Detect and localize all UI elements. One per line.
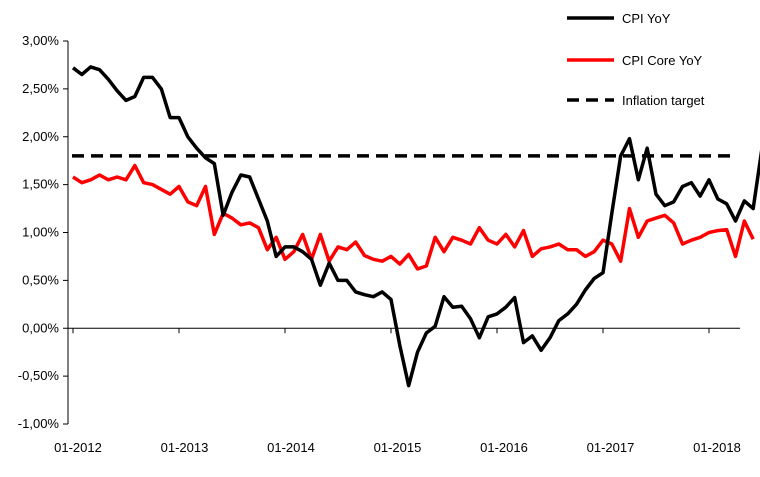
legend: CPI YoY CPI Core YoY Inflation target [567,11,705,108]
y-tick-label: 1,50% [22,177,59,192]
x-axis: 01-2012 01-2013 01-2014 01-2015 01-2016 01-20… [54,327,741,455]
y-tick-label: 2,00% [22,129,59,144]
y-tick-label: -0,50% [18,368,60,383]
x-tick-label: 01-2015 [374,440,422,455]
x-tick-label: 01-2016 [480,440,528,455]
series-layer [71,65,760,388]
x-tick-label: 01-2013 [161,440,209,455]
legend-label: CPI Core YoY [622,53,703,68]
series-line-cpi-yoy [71,65,760,388]
legend-label: CPI YoY [622,11,671,26]
legend-label: Inflation target [622,93,705,108]
y-tick-label: 3,00% [22,33,59,48]
x-tick-label: 01-2017 [587,440,635,455]
y-tick-label: 0,00% [22,320,59,335]
x-tick-label: 01-2012 [54,440,102,455]
y-tick-label: 2,50% [22,81,59,96]
series-line-cpi-core-yoy [72,163,755,271]
x-tick-label: 01-2018 [693,440,741,455]
y-tick-label: 0,50% [22,272,59,287]
x-tick-label: 01-2014 [267,440,315,455]
y-tick-label: 1,00% [22,225,59,240]
y-tick-label: -1,00% [18,416,60,431]
y-axis: 3,00% 2,50% 2,00% 1,50% 1,00% 0,50% 0,00% -0,50… [18,33,69,431]
